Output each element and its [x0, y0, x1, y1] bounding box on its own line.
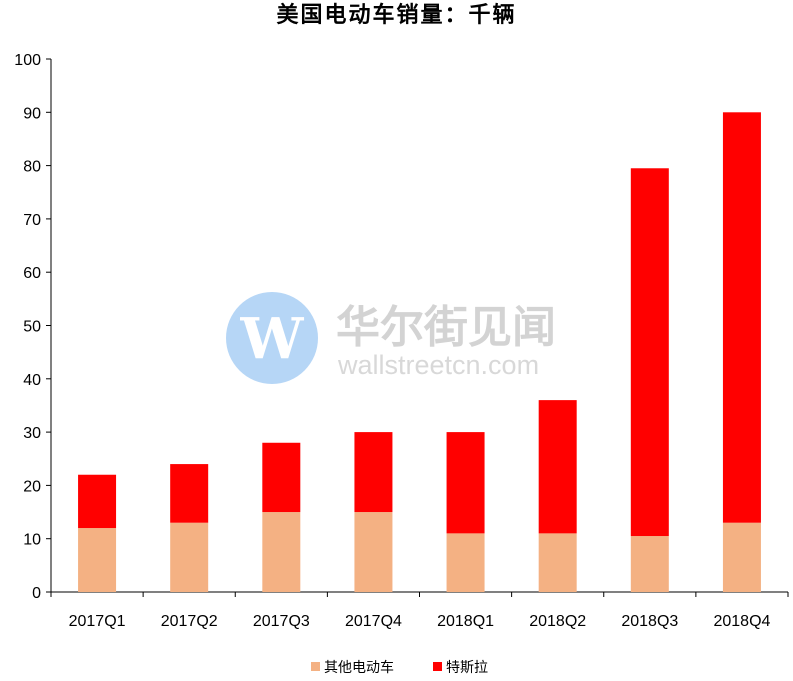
x-tick-label: 2017Q3 [253, 613, 310, 630]
x-tick-label: 2018Q1 [437, 613, 494, 630]
y-tick-label: 0 [32, 585, 41, 602]
watermark: W 华尔街见闻 wallstreetcn.com [226, 292, 556, 384]
y-tick-label: 20 [23, 478, 41, 495]
x-tick-label: 2018Q4 [713, 613, 770, 630]
tick-labels: 0 10 20 30 40 50 60 70 80 90 100 2017Q1 2017Q2 2017Q3… [14, 52, 770, 630]
x-tick-label: 2017Q1 [69, 613, 126, 630]
bar-other-ev-2018Q1 [446, 533, 485, 592]
bar-other-ev-2017Q3 [262, 512, 301, 592]
y-tick-label: 10 [23, 532, 41, 549]
chart-title: 美国电动车销量：千辆 [276, 2, 517, 28]
bar-tesla-2018Q2 [538, 400, 577, 534]
bar-other-ev-2017Q2 [170, 522, 209, 592]
y-tick-label: 90 [23, 105, 41, 122]
bar-tesla-2017Q3 [262, 442, 301, 513]
y-tick-label: 100 [14, 52, 41, 69]
bar-other-ev-2018Q3 [630, 536, 669, 592]
x-tick-label: 2018Q3 [621, 613, 678, 630]
y-tick-label: 70 [23, 212, 41, 229]
bar-other-ev-2017Q4 [354, 512, 393, 592]
bar-tesla-2017Q2 [170, 464, 209, 523]
legend-swatch-other-ev [311, 662, 320, 671]
bar-tesla-2018Q4 [722, 112, 761, 523]
legend-label-tesla: 特斯拉 [446, 660, 488, 676]
bar-other-ev-2018Q4 [722, 522, 761, 592]
bar-tesla-2018Q3 [630, 168, 669, 537]
bar-other-ev-2018Q2 [538, 533, 577, 592]
y-tick-label: 30 [23, 425, 41, 442]
x-tick-label: 2017Q4 [345, 613, 402, 630]
bar-other-ev-2017Q1 [78, 528, 117, 592]
legend-swatch-tesla [433, 662, 442, 671]
legend-label-other-ev: 其他电动车 [324, 659, 394, 676]
bar-tesla-2018Q1 [446, 432, 485, 534]
watermark-name: 华尔街见闻 [336, 302, 556, 353]
watermark-logo-letter: W [240, 306, 305, 372]
y-tick-label: 40 [23, 372, 41, 389]
legend: 其他电动车 特斯拉 [311, 659, 488, 676]
bar-tesla-2017Q1 [78, 474, 117, 529]
y-tick-label: 50 [23, 319, 41, 336]
y-tick-label: 80 [23, 159, 41, 176]
x-tick-label: 2017Q2 [161, 613, 218, 630]
x-tick-label: 2018Q2 [529, 613, 586, 630]
bars [78, 112, 761, 592]
watermark-logo-circle [226, 292, 318, 384]
bar-tesla-2017Q4 [354, 432, 393, 513]
watermark-domain: wallstreetcn.com [337, 350, 539, 380]
y-tick-label: 60 [23, 265, 41, 282]
